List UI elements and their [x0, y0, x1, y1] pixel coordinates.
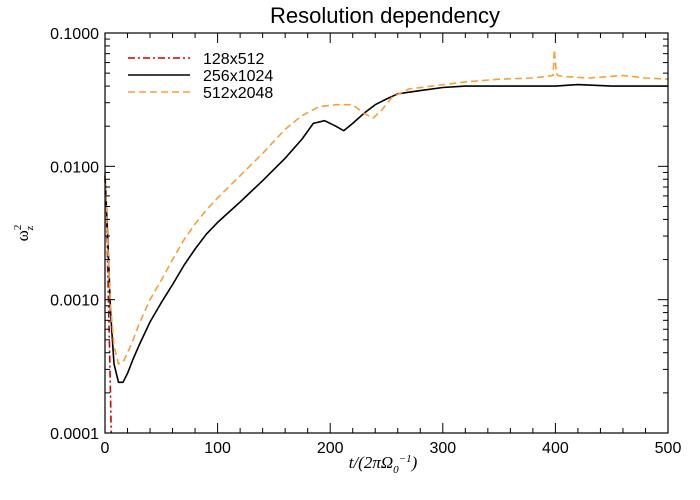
x-tick-label: 400 [542, 440, 569, 457]
legend-label-128x512: 128x512 [203, 51, 264, 68]
x-tick-label: 0 [101, 440, 110, 457]
x-tick-label: 300 [429, 440, 456, 457]
y-axis-label: ω2z [12, 225, 36, 242]
svg-text:ω2z: ω2z [12, 225, 36, 242]
series-line-256x1024 [104, 83, 668, 384]
y-tick-label: 0.1000 [50, 26, 99, 43]
legend-label-512x2048: 512x2048 [203, 85, 273, 102]
plot-frame [104, 32, 669, 434]
x-tick-label: 500 [655, 440, 682, 457]
x-axis-label: t/(2πΩ0−1) [349, 453, 418, 476]
chart-title: Resolution dependency [270, 3, 500, 28]
y-tick-label: 0.0010 [50, 293, 99, 310]
legend-label-256x1024: 256x1024 [203, 68, 273, 85]
x-tick-label: 100 [204, 440, 231, 457]
y-tick-label: 0.0100 [50, 159, 99, 176]
series-line-512x2048 [104, 48, 669, 365]
ticks-layer: 0 100 200 300 400 500 0.0001 0.0010 0.0100 0.1000 [50, 26, 681, 457]
x-tick-label: 200 [317, 440, 344, 457]
y-tick-label: 0.0001 [50, 426, 99, 443]
series-layer [104, 48, 669, 434]
